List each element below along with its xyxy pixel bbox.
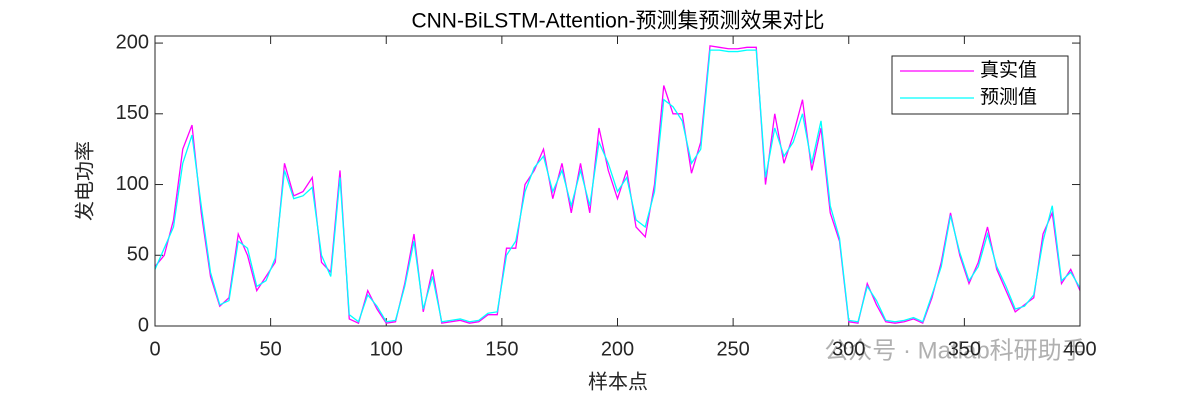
y-tick-label: 50	[127, 244, 149, 266]
x-tick-label: 100	[370, 338, 403, 360]
legend-label: 预测值	[980, 86, 1037, 108]
legend-label: 真实值	[980, 59, 1037, 81]
x-tick-label: 250	[716, 338, 749, 360]
data-line	[154, 49, 1081, 323]
x-tick-label: 200	[601, 338, 634, 360]
legend-box	[891, 55, 1069, 115]
chart-title: CNN-BiLSTM-Attention-预测集预测效果对比	[411, 10, 824, 33]
x-axis-label: 样本点	[588, 370, 648, 393]
y-tick-label: 100	[116, 173, 149, 195]
y-tick-label: 0	[138, 314, 149, 336]
y-tick-label: 200	[116, 31, 149, 53]
x-tick-label: 400	[1063, 338, 1096, 360]
x-tick-label: 0	[149, 338, 160, 360]
x-tick-label: 150	[485, 338, 518, 360]
y-axis-label: 发电功率	[73, 141, 96, 221]
x-tick-label: 350	[948, 338, 981, 360]
y-tick-label: 150	[116, 102, 149, 124]
plot-frame	[154, 35, 1081, 327]
x-tick-label: 50	[260, 338, 282, 360]
x-tick-label: 300	[832, 338, 865, 360]
watermark: 公众号 · Matlab科研助手	[824, 337, 1085, 364]
